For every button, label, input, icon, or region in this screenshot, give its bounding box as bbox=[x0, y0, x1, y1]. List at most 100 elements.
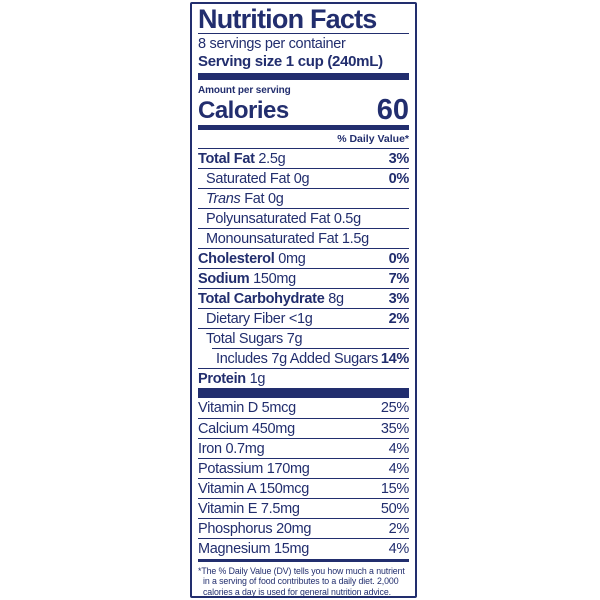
vitamin-name-amount: Magnesium 15mg bbox=[198, 541, 309, 557]
nutrient-name: Dietary Fiber bbox=[206, 310, 286, 327]
vitamin-amount: 5mcg bbox=[261, 400, 297, 416]
vitamin-row-iron: Iron 0.7mg 4% bbox=[198, 438, 409, 458]
nutrient-name: Total Fat bbox=[198, 150, 255, 167]
nutrient-row-saturated-fat: Saturated Fat 0g 0% bbox=[198, 168, 409, 188]
nutrient-name: Includes 7g Added Sugars bbox=[216, 350, 379, 367]
nutrient-row-total-sugars: Total Sugars 7g bbox=[198, 328, 409, 348]
nutrient-name: Polyunsaturated Fat bbox=[206, 210, 331, 227]
vitamin-amount: 150mcg bbox=[259, 480, 310, 497]
nutrient-row-includes-7g-added-sugars: Includes 7g Added Sugars 14% bbox=[212, 348, 409, 368]
vitamin-name: Calcium bbox=[198, 420, 249, 437]
nutrient-amount: 8g bbox=[328, 290, 344, 307]
footnote: *The % Daily Value (DV) tells you how mu… bbox=[198, 566, 405, 597]
vitamin-daily-value: 35% bbox=[380, 420, 409, 437]
nutrient-row-cholesterol: Cholesterol 0mg 0% bbox=[198, 248, 409, 268]
nutrient-row-fat: Trans Fat 0g bbox=[198, 188, 409, 208]
vitamin-name-amount: Phosphorus 20mg bbox=[198, 520, 312, 537]
vitamins-table: Vitamin D 5mcg 25% Calcium 450mg 35% Iron 0.… bbox=[198, 398, 409, 558]
nutrient-name: Total Carbohydrate bbox=[198, 290, 325, 307]
nutrient-name-amount: Protein 1g bbox=[198, 371, 265, 387]
nutrient-daily-value: 14% bbox=[380, 350, 409, 367]
vitamin-name-amount: Vitamin A 150mcg bbox=[198, 481, 309, 497]
nutrient-name-amount: Cholesterol 0mg bbox=[198, 251, 306, 267]
nutrient-name-amount: Dietary Fiber <1g bbox=[198, 311, 313, 327]
nutrient-daily-value: 0% bbox=[388, 170, 410, 187]
vitamin-name: Phosphorus bbox=[198, 520, 273, 537]
vitamin-amount: 15mg bbox=[273, 540, 310, 557]
vitamin-name: Magnesium bbox=[198, 540, 271, 557]
vitamin-name-amount: Vitamin D 5mcg bbox=[198, 400, 296, 416]
nutrient-row-monounsaturated-fat: Monounsaturated Fat 1.5g bbox=[198, 228, 409, 248]
nutrient-row-polyunsaturated-fat: Polyunsaturated Fat 0.5g bbox=[198, 208, 409, 228]
nutrient-name: Saturated Fat bbox=[206, 170, 290, 187]
vitamin-row-vitamin-d: Vitamin D 5mcg 25% bbox=[198, 398, 409, 418]
nutrient-amount: 150mg bbox=[253, 270, 296, 287]
nutrient-amount: <1g bbox=[288, 310, 313, 327]
title-divider bbox=[198, 33, 409, 34]
vitamin-amount: 170mg bbox=[266, 460, 310, 477]
calories-value: 60 bbox=[376, 94, 409, 126]
nutrient-row-sodium: Sodium 150mg 7% bbox=[198, 268, 409, 288]
vitamin-name: Potassium bbox=[198, 460, 263, 477]
vitamin-name: Vitamin A bbox=[198, 480, 256, 497]
vitamin-name: Vitamin D bbox=[198, 400, 258, 416]
nutrients-table: Total Fat 2.5g 3% Saturated Fat 0g 0% Trans … bbox=[198, 148, 409, 388]
nutrient-name: Sodium bbox=[198, 270, 250, 287]
nutrient-daily-value: 3% bbox=[388, 150, 410, 167]
nutrient-row-dietary-fiber: Dietary Fiber <1g 2% bbox=[198, 308, 409, 328]
nutrient-name: Protein bbox=[198, 370, 246, 387]
vitamin-daily-value: 4% bbox=[388, 460, 410, 477]
amount-per-serving-label: Amount per serving bbox=[198, 85, 291, 96]
vitamin-amount: 0.7mg bbox=[225, 440, 265, 457]
nutrient-name-amount: Includes 7g Added Sugars bbox=[212, 351, 378, 367]
vitamin-row-vitamin-a: Vitamin A 150mcg 15% bbox=[198, 478, 409, 498]
vitamin-daily-value: 25% bbox=[380, 400, 409, 416]
vitamin-amount: 20mg bbox=[276, 520, 312, 537]
vitamin-name-amount: Iron 0.7mg bbox=[198, 440, 265, 457]
servings-per-container: 8 servings per container bbox=[198, 36, 346, 52]
nutrient-amount: 2.5g bbox=[258, 150, 286, 167]
nutrient-row-protein: Protein 1g bbox=[198, 368, 409, 388]
vitamin-row-magnesium: Magnesium 15mg 4% bbox=[198, 538, 409, 558]
calories-row: Calories 60 bbox=[198, 94, 409, 126]
vitamin-row-vitamin-e: Vitamin E 7.5mg 50% bbox=[198, 498, 409, 518]
nutrient-daily-value: 2% bbox=[388, 310, 410, 327]
nutrient-name-amount: Total Fat 2.5g bbox=[198, 150, 286, 167]
footnote-divider-bar bbox=[198, 559, 409, 562]
vitamin-name-amount: Potassium 170mg bbox=[198, 461, 310, 477]
vitamin-name: Vitamin E bbox=[198, 500, 258, 517]
vitamin-daily-value: 4% bbox=[388, 540, 410, 557]
vitamin-daily-value: 15% bbox=[380, 480, 409, 497]
serving-size: Serving size 1 cup (240mL) bbox=[198, 53, 383, 70]
nutrient-name-amount: Monounsaturated Fat 1.5g bbox=[198, 231, 369, 247]
nutrient-name: Fat bbox=[244, 190, 265, 207]
nutrient-name: Monounsaturated Fat bbox=[206, 230, 339, 247]
calories-divider-bar bbox=[198, 125, 409, 130]
vitamin-daily-value: 50% bbox=[380, 500, 409, 517]
nutrient-daily-value: 7% bbox=[388, 270, 410, 287]
vitamin-name-amount: Calcium 450mg bbox=[198, 421, 295, 437]
calories-label: Calories bbox=[198, 97, 289, 124]
nutrition-facts-label: Nutrition Facts 8 servings per container… bbox=[190, 2, 417, 598]
nutrient-amount: 7g bbox=[286, 330, 303, 347]
nutrient-daily-value: 0% bbox=[388, 250, 410, 267]
vitamin-row-calcium: Calcium 450mg 35% bbox=[198, 418, 409, 438]
nutrient-name-amount: Sodium 150mg bbox=[198, 271, 296, 287]
vitamin-name-amount: Vitamin E 7.5mg bbox=[198, 501, 300, 517]
nutrient-daily-value: 3% bbox=[388, 290, 410, 307]
vitamin-name: Iron bbox=[198, 440, 222, 457]
nutrient-row-total-fat: Total Fat 2.5g 3% bbox=[198, 148, 409, 168]
nutrient-name-amount: Total Carbohydrate 8g bbox=[198, 291, 344, 307]
nutrient-amount: 0g bbox=[293, 170, 310, 187]
nutrient-name-italic: Trans bbox=[206, 190, 241, 207]
nutrient-name: Cholesterol bbox=[198, 250, 275, 267]
nutrient-name: Total Sugars bbox=[206, 330, 283, 347]
daily-value-header: % Daily Value* bbox=[337, 133, 409, 145]
nutrient-amount: 0mg bbox=[278, 250, 306, 267]
vitamin-row-potassium: Potassium 170mg 4% bbox=[198, 458, 409, 478]
nutrient-row-total-carbohydrate: Total Carbohydrate 8g 3% bbox=[198, 288, 409, 308]
nutrient-amount: 1.5g bbox=[341, 230, 369, 247]
vitamin-daily-value: 4% bbox=[388, 440, 410, 457]
nutrient-name-amount: Trans Fat 0g bbox=[198, 191, 284, 207]
